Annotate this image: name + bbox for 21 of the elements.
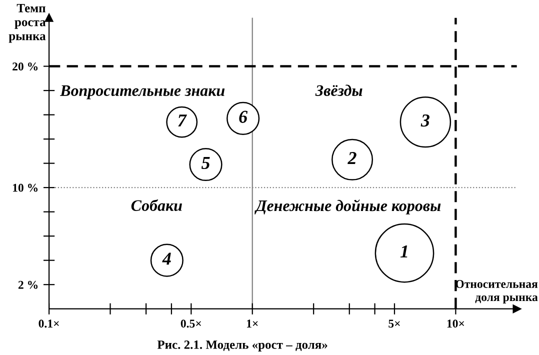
x-tick-label: 10×: [447, 320, 464, 328]
series-label: 4: [162, 252, 171, 265]
series-label: 3: [420, 114, 430, 127]
series-label: 1: [400, 245, 408, 258]
annotation: Собаки: [131, 199, 182, 211]
series-label: 7: [178, 114, 187, 126]
annotation: Вопросительные знаки: [60, 85, 225, 100]
x-tick-label: 0.1×: [38, 320, 59, 328]
x-tick-label: 1×: [247, 320, 258, 328]
series-label: 6: [239, 110, 248, 123]
annotation: Денежные дойные коровы: [254, 200, 441, 214]
x-tick-label: 0.5×: [180, 320, 201, 328]
x-tick-label: 5×: [388, 320, 400, 328]
text: Рис. 2.1. Модель «рост – доля»: [157, 340, 328, 352]
series-label: 2: [348, 152, 356, 164]
series-label: 5: [201, 157, 210, 170]
y-tick-label: 20 %: [12, 62, 38, 71]
y-tick-label: 2 %: [18, 280, 38, 289]
y-axis-title: Темп роста рынка: [8, 4, 46, 43]
annotation: Звёзды: [315, 84, 362, 96]
y-tick-label: 10 %: [13, 184, 38, 192]
